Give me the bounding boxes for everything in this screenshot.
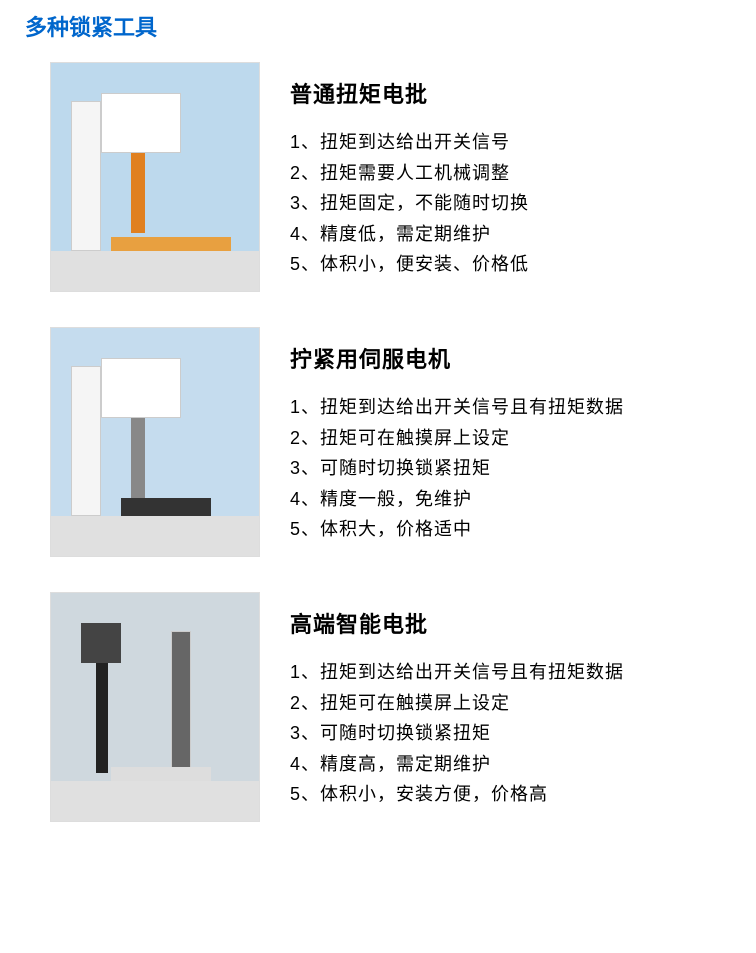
tool-section-3: 高端智能电批 1、扭矩到达给出开关信号且有扭矩数据 2、扭矩可在触摸屏上设定 3… <box>20 592 736 822</box>
feature-item: 5、体积小，安装方便，价格高 <box>290 779 736 810</box>
tool-section-1: 普通扭矩电批 1、扭矩到达给出开关信号 2、扭矩需要人工机械调整 3、扭矩固定，… <box>20 62 736 292</box>
feature-item: 2、扭矩可在触摸屏上设定 <box>290 688 736 719</box>
feature-item: 2、扭矩需要人工机械调整 <box>290 158 736 189</box>
tool-photo-1 <box>50 62 260 292</box>
feature-item: 3、可随时切换锁紧扭矩 <box>290 453 736 484</box>
feature-item: 5、体积大，价格适中 <box>290 514 736 545</box>
feature-item: 4、精度低，需定期维护 <box>290 219 736 250</box>
feature-item: 5、体积小，便安装、价格低 <box>290 249 736 280</box>
section-title: 高端智能电批 <box>290 607 736 639</box>
feature-item: 1、扭矩到达给出开关信号且有扭矩数据 <box>290 657 736 688</box>
feature-item: 4、精度高，需定期维护 <box>290 749 736 780</box>
feature-item: 4、精度一般，免维护 <box>290 484 736 515</box>
feature-item: 2、扭矩可在触摸屏上设定 <box>290 423 736 454</box>
feature-item: 3、可随时切换锁紧扭矩 <box>290 718 736 749</box>
tool-text-2: 拧紧用伺服电机 1、扭矩到达给出开关信号且有扭矩数据 2、扭矩可在触摸屏上设定 … <box>290 327 736 545</box>
tool-section-2: 拧紧用伺服电机 1、扭矩到达给出开关信号且有扭矩数据 2、扭矩可在触摸屏上设定 … <box>20 327 736 557</box>
section-title: 普通扭矩电批 <box>290 77 736 109</box>
tool-photo-3 <box>50 592 260 822</box>
feature-item: 1、扭矩到达给出开关信号且有扭矩数据 <box>290 392 736 423</box>
tool-text-3: 高端智能电批 1、扭矩到达给出开关信号且有扭矩数据 2、扭矩可在触摸屏上设定 3… <box>290 592 736 810</box>
feature-item: 3、扭矩固定，不能随时切换 <box>290 188 736 219</box>
tool-text-1: 普通扭矩电批 1、扭矩到达给出开关信号 2、扭矩需要人工机械调整 3、扭矩固定，… <box>290 62 736 280</box>
feature-item: 1、扭矩到达给出开关信号 <box>290 127 736 158</box>
tool-photo-2 <box>50 327 260 557</box>
section-title: 拧紧用伺服电机 <box>290 342 736 374</box>
page-title: 多种锁紧工具 <box>20 10 736 42</box>
